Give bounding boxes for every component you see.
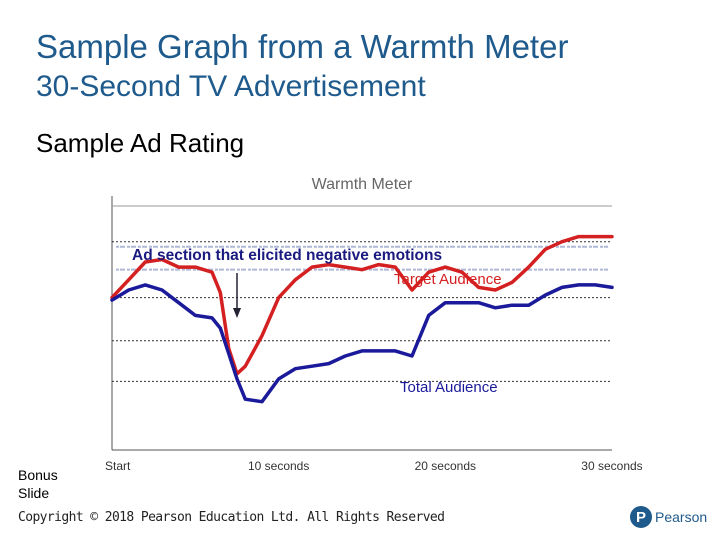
pearson-logo: P Pearson [630, 506, 707, 528]
pearson-logo-text: Pearson [655, 509, 708, 525]
x-tick-label-0: Start [105, 459, 131, 473]
series-line-0 [110, 234, 614, 376]
series-label-total-audience: Total Audience [400, 379, 498, 396]
x-tick-label-2: 20 seconds [415, 459, 476, 473]
pearson-logo-icon: P [630, 506, 652, 528]
annotation-arrow-head [233, 308, 241, 318]
warmth-meter-chart: Warmth Meter Start 10 seconds 20 seconds 30 … [92, 170, 642, 480]
slide-subtitle: Sample Ad Rating [36, 128, 245, 158]
series-label-target-audience: Target Audience [394, 271, 502, 288]
bonus-slide-label: Bonus Slide [18, 467, 58, 501]
annotation-negative-emotions: Ad section that elicited negative emotio… [132, 247, 442, 264]
series-line-1 [110, 283, 614, 404]
slide-title-line2: 30-Second TV Advertisement [36, 70, 426, 103]
chart-title: Warmth Meter [312, 176, 413, 193]
copyright-notice: Copyright © 2018 Pearson Education Ltd. … [18, 510, 445, 525]
chart-background [92, 170, 642, 480]
x-tick-label-3: 30 seconds [581, 459, 642, 473]
x-tick-label-1: 10 seconds [248, 459, 309, 473]
slide-title-line1: Sample Graph from a Warmth Meter [36, 28, 569, 65]
